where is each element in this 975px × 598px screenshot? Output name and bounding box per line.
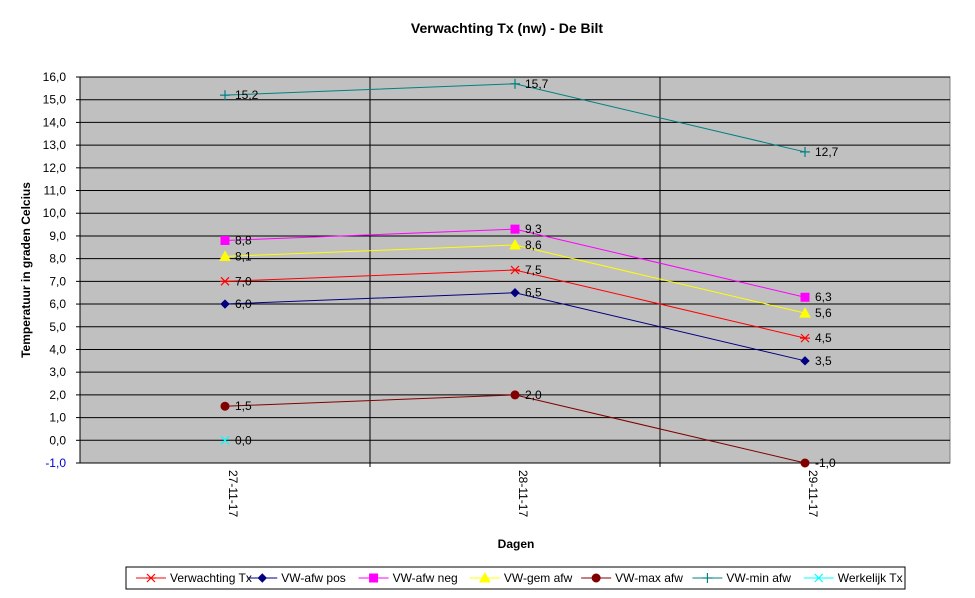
data-label: 7,0: [235, 274, 252, 288]
data-label: 8,8: [235, 233, 252, 247]
y-axis-title: Temperatuur in graden Celcius: [19, 182, 33, 358]
legend-marker: [257, 573, 267, 583]
legend-marker: [814, 573, 824, 583]
legend-item: VW-gem afw: [469, 571, 573, 585]
x-axis-title: Dagen: [498, 537, 535, 551]
y-tick-label: 5,0: [49, 320, 66, 334]
data-point: [799, 307, 811, 318]
y-tick-label: 6,0: [49, 297, 66, 311]
legend-marker: [146, 573, 156, 583]
data-point: [220, 435, 230, 445]
data-label: 5,6: [815, 306, 832, 320]
data-point: [509, 238, 521, 250]
plot-area: -1,0 0,0 1,0 2,0 3,0 4,0 5,0 6,0 7,0 8,0 9,0 10,0 11…: [43, 70, 951, 517]
data-label: 6,0: [235, 297, 252, 311]
legend-marker: [591, 573, 601, 583]
data-label: 15,2: [235, 88, 259, 102]
legend-label: Verwachting Tx: [170, 571, 252, 585]
data-label: 15,7: [525, 77, 549, 91]
legend-label: VW-max afw: [615, 571, 683, 585]
y-tick-label: 15,0: [43, 93, 67, 107]
data-point: [800, 333, 810, 343]
y-tick-label: 10,0: [43, 206, 67, 220]
legend-label: VW-afw neg: [393, 571, 458, 585]
y-tick-label: 2,0: [49, 388, 66, 402]
legend-label: VW-min afw: [726, 571, 791, 585]
data-label: -1,0: [815, 456, 836, 470]
data-point: [800, 146, 810, 157]
legend-item: VW-afw neg: [358, 571, 458, 585]
data-point: [800, 356, 810, 366]
y-tick-label: 4,0: [49, 342, 66, 356]
legend-item: VW-afw pos: [247, 571, 346, 585]
data-point: [220, 276, 230, 286]
data-label: 7,5: [525, 263, 542, 277]
data-label: 8,6: [525, 238, 542, 252]
legend-marker: [702, 573, 713, 583]
data-point: [510, 265, 520, 275]
data-point: [510, 287, 520, 298]
y-tick-label: 16,0: [43, 70, 67, 84]
legend-marker: [479, 571, 491, 583]
legend-marker: [369, 573, 379, 583]
legend: Verwachting Tx VW-afw pos VW-afw neg VW-gem…: [125, 566, 906, 590]
x-tick-label: 27-11-17: [226, 470, 240, 517]
data-label: 8,1: [235, 249, 252, 263]
y-tick-label: 9,0: [49, 229, 66, 243]
data-point: [510, 78, 520, 89]
data-point: [220, 90, 230, 101]
legend-item: VW-max afw: [581, 571, 683, 585]
y-tick-label: 3,0: [49, 365, 66, 379]
legend-box: [125, 566, 906, 590]
data-label: 2,0: [525, 388, 542, 402]
data-point: [220, 299, 230, 309]
data-label: 0,0: [235, 433, 252, 447]
y-tick-label: 11,0: [44, 184, 67, 198]
y-tick-label: 8,0: [49, 252, 66, 266]
legend-item: VW-min afw: [692, 571, 791, 585]
y-tick-label: 1,0: [49, 411, 66, 425]
data-point: [220, 401, 230, 411]
y-tick-label: 14,0: [43, 115, 67, 129]
data-label: 3,5: [815, 354, 832, 368]
data-label: 6,5: [525, 286, 542, 300]
data-point: [219, 250, 231, 261]
x-tick-label: 29-11-17: [806, 470, 820, 517]
legend-item: Verwachting Tx: [136, 571, 252, 585]
data-label: 4,5: [815, 331, 832, 345]
data-label: 12,7: [815, 145, 839, 159]
legend-label: Werkelijk Tx: [838, 571, 903, 585]
data-point: [220, 235, 230, 245]
data-label: 1,5: [235, 399, 252, 413]
y-tick-label: 12,0: [43, 161, 67, 175]
data-point: [800, 292, 810, 302]
data-point: [800, 458, 810, 468]
data-label: 6,3: [815, 290, 832, 304]
data-label: 9,3: [525, 222, 542, 236]
y-tick-label: 13,0: [43, 138, 67, 152]
legend-label: VW-gem afw: [504, 571, 573, 585]
y-tick-label: -1,0: [45, 456, 66, 470]
y-tick-label: 0,0: [49, 433, 66, 447]
y-tick-label: 7,0: [49, 274, 66, 288]
legend-item: Werkelijk Tx: [803, 571, 903, 585]
legend-label: VW-afw pos: [281, 571, 345, 585]
data-point: [510, 390, 520, 400]
x-tick-label: 28-11-17: [516, 470, 530, 517]
data-point: [510, 224, 520, 234]
chart-title: Verwachting Tx (nw) - De Bilt: [411, 20, 603, 36]
